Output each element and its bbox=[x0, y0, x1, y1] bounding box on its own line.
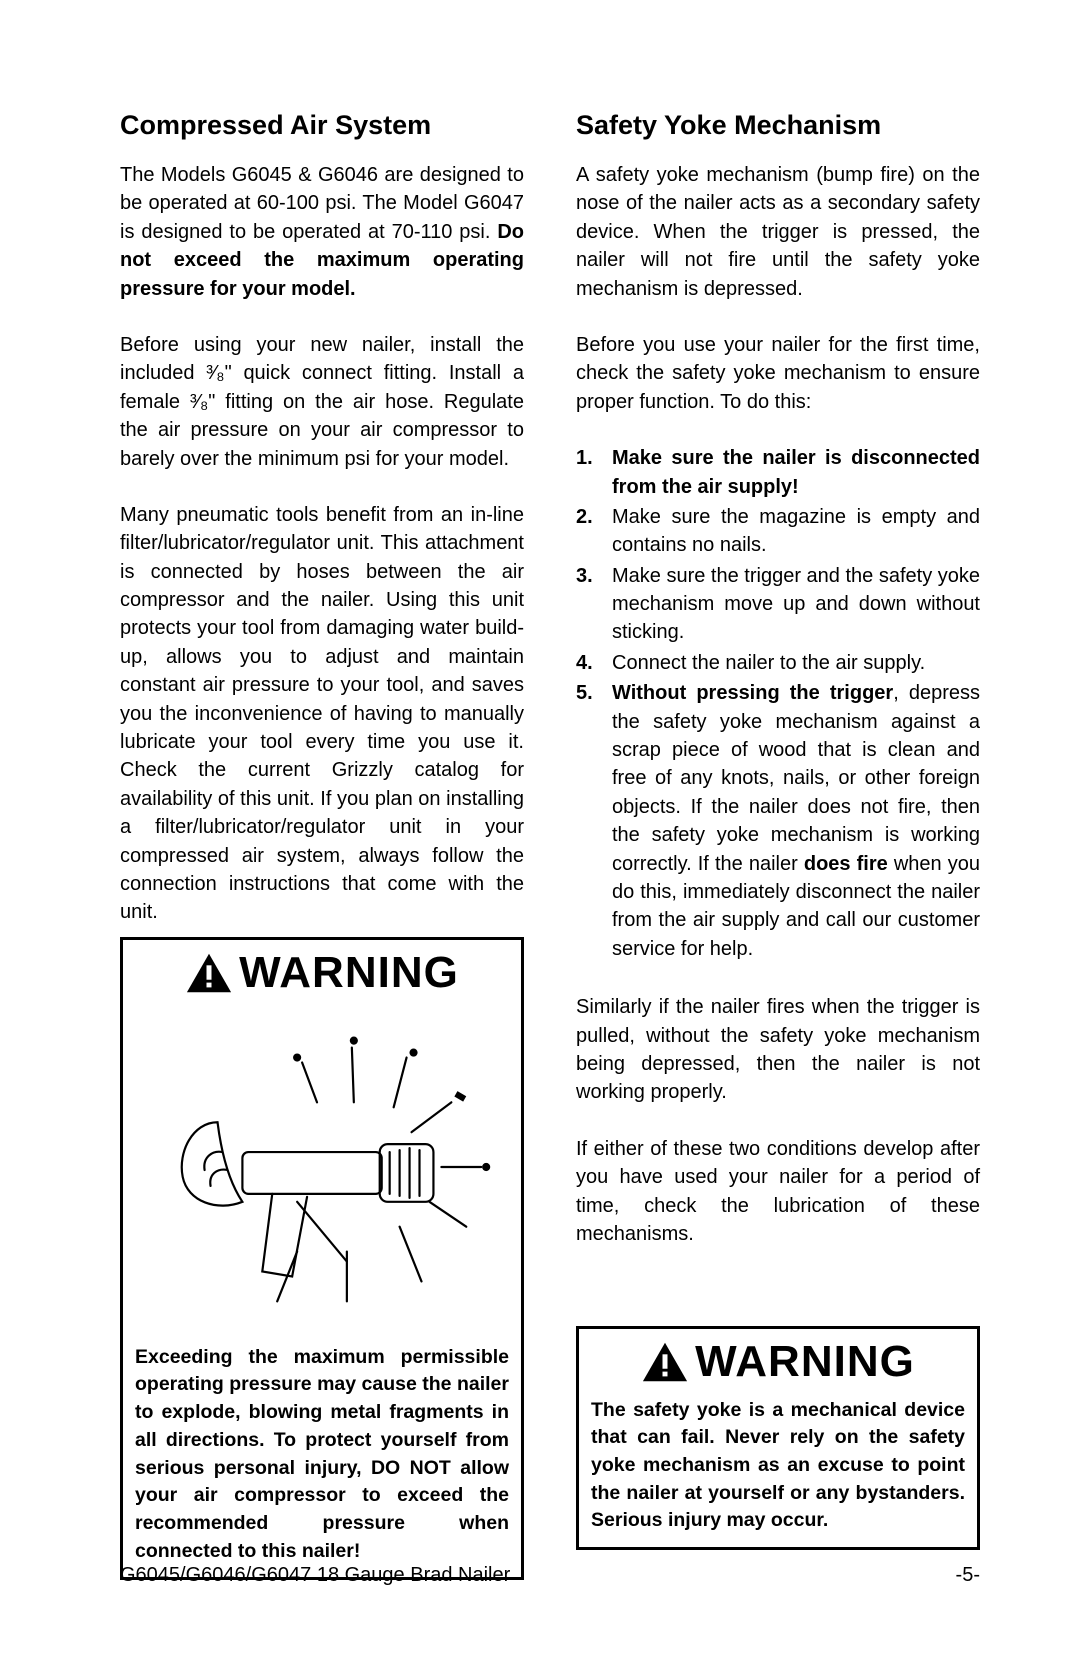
warning-triangle-icon bbox=[641, 1340, 689, 1384]
warning-title: WARNING bbox=[239, 948, 459, 998]
step-5-c: does fire bbox=[804, 853, 888, 875]
step-3-text: Make sure the trigger and the safety yok… bbox=[612, 565, 980, 644]
step-2: Make sure the magazine is empty and cont… bbox=[576, 503, 980, 560]
column-spacer bbox=[576, 1248, 980, 1307]
warning-text-explosion: Exceeding the maximum permissible operat… bbox=[123, 1338, 521, 1578]
right-column: Safety Yoke Mechanism A safety yoke mech… bbox=[576, 110, 980, 1550]
right-para-2: Before you use your nailer for the first… bbox=[576, 331, 980, 416]
warning-title-yoke: WARNING bbox=[695, 1337, 915, 1387]
right-para-4: If either of these two conditions develo… bbox=[576, 1135, 980, 1249]
step-1: Make sure the nailer is disconnected fro… bbox=[576, 444, 980, 501]
page-footer: G6045/G6046/G6047 18 Gauge Brad Nailer -… bbox=[120, 1564, 980, 1587]
left-p1-part-a: The Models G6045 & G6046 are designed to… bbox=[120, 164, 524, 243]
step-3: Make sure the trigger and the safety yok… bbox=[576, 562, 980, 647]
left-heading: Compressed Air System bbox=[120, 110, 524, 141]
step-2-text: Make sure the magazine is empty and cont… bbox=[612, 506, 980, 556]
safety-check-steps: Make sure the nailer is disconnected fro… bbox=[576, 444, 980, 965]
nailer-explosion-illustration bbox=[123, 1002, 521, 1332]
step-5: Without pressing the trigger, depress th… bbox=[576, 679, 980, 963]
two-column-layout: Compressed Air System The Models G6045 &… bbox=[120, 110, 980, 1550]
warning-text-yoke: The safety yoke is a mechanical device t… bbox=[579, 1391, 977, 1547]
right-heading: Safety Yoke Mechanism bbox=[576, 110, 980, 141]
warning-box-explosion: WARNING bbox=[120, 937, 524, 1581]
warning-box-yoke: WARNING The safety yoke is a mechanical … bbox=[576, 1326, 980, 1550]
right-para-1: A safety yoke mechanism (bump fire) on t… bbox=[576, 161, 980, 303]
right-para-3: Similarly if the nailer fires when the t… bbox=[576, 993, 980, 1107]
step-4: Connect the nailer to the air supply. bbox=[576, 649, 980, 677]
step-5-a: Without pressing the trigger bbox=[612, 682, 893, 704]
left-column: Compressed Air System The Models G6045 &… bbox=[120, 110, 524, 1550]
footer-page-number: -5- bbox=[956, 1564, 980, 1587]
step-4-text: Connect the nailer to the air supply. bbox=[612, 652, 925, 674]
footer-model-info: G6045/G6046/G6047 18 Gauge Brad Nailer bbox=[120, 1564, 510, 1587]
step-5-b: , depress the safety yoke mechanism agai… bbox=[612, 682, 980, 874]
warning-triangle-icon bbox=[185, 951, 233, 995]
warning-header: WARNING bbox=[123, 940, 521, 1002]
left-para-1: The Models G6045 & G6046 are designed to… bbox=[120, 161, 524, 303]
left-para-3: Many pneumatic tools benefit from an in-… bbox=[120, 501, 524, 927]
warning-header-yoke: WARNING bbox=[579, 1329, 977, 1391]
step-1-text: Make sure the nailer is disconnected fro… bbox=[612, 447, 980, 497]
left-para-2: Before using your new nailer, install th… bbox=[120, 331, 524, 473]
